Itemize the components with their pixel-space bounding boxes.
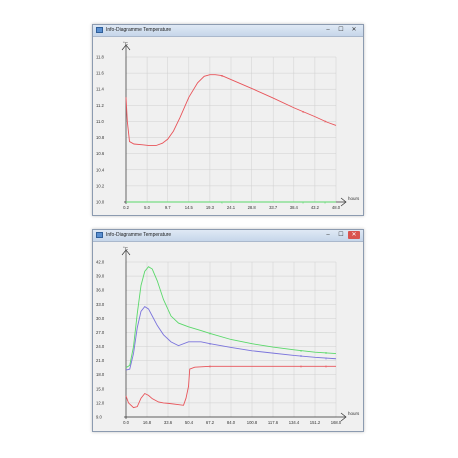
series-marker: x [325,357,327,361]
x-tick-label: 33.6 [164,420,173,425]
y-tick-label: 11.6 [96,71,105,76]
temperature-chart: 0.2 5.0 9.7 14.5 19.3 24.1 28.8 33.7 38.4 43.2 48.… [96,41,360,210]
x-tick-label: 134.4 [289,420,300,425]
y-tick-label: 11.4 [96,87,105,92]
series-marker: x [302,200,304,204]
series-marker: x [209,342,211,346]
minimize-button[interactable]: – [326,232,330,238]
x-tick-label: 48.0 [332,205,341,210]
close-button[interactable]: ✕ [351,27,357,33]
x-tick-label: 5.0 [144,205,150,210]
close-button[interactable]: ✕ [348,231,360,239]
series-marker: x [300,354,302,358]
series-marker: x [325,365,327,369]
y-tick-label: 11.0 [96,119,105,124]
x-tick-label: 19.3 [206,205,215,210]
series-marker: x [324,200,326,204]
y-tick-label: 12.0 [96,400,105,405]
y-tick-label: 33.0 [96,302,105,307]
y-tick-label: 27.0 [96,330,105,335]
app-icon [96,232,103,238]
temperature-window-1: Info-Diagramme Temperature – ☐ ✕ 0.2 5.0 9… [92,24,364,216]
x-tick-label: 67.2 [206,420,215,425]
y-tick-label: 24.0 [96,344,105,349]
y-axis-arrow [121,44,131,51]
series-line-2 [125,306,337,371]
x-tick-label: 100.8 [247,420,258,425]
y-tick-label: 10.4 [96,167,105,172]
y-tick-label: 10.2 [96,183,105,188]
x-tick-label: 151.2 [310,420,321,425]
series-line-1 [125,266,337,369]
y-tick-label: 11.2 [96,103,105,108]
y-tick-label: 11.8 [96,55,105,60]
series-marker: x [221,200,223,204]
series-marker: x [324,120,326,124]
title-bar[interactable]: Info-Diagramme Temperature – ☐ ✕ [93,230,363,242]
x-tick-label: 28.8 [248,205,257,210]
y-tick-label: 30.0 [96,316,105,321]
window-title: Info-Diagramme Temperature [106,232,172,238]
x-tick-label: 84.0 [227,420,236,425]
x-tick-label: 168.0 [331,420,342,425]
x-tick-label: 43.2 [311,205,320,210]
x-tick-label: 9.7 [165,205,171,210]
y-tick-label: 39.0 [96,274,105,279]
series-marker: x [300,349,302,353]
y-tick-label: 10.6 [96,151,105,156]
x-tick-label: 16.8 [143,420,152,425]
app-icon [96,27,103,33]
x-tick-label: 38.4 [290,205,299,210]
series-line-1 [125,74,337,147]
y-tick-label: 18.0 [96,372,105,377]
x-tick-label: 0.2 [123,205,129,210]
y-tick-label: 9.0 [96,415,102,420]
window-title: Info-Diagramme Temperature [106,27,172,33]
y-tick-label: 15.0 [96,386,105,391]
title-bar[interactable]: Info-Diagramme Temperature – ☐ ✕ [93,25,363,37]
x-axis-label: hours [348,411,360,416]
y-tick-label: 36.0 [96,288,105,293]
x-axis-label: hours [348,196,360,201]
y-axis-arrow [121,249,131,256]
y-axis-label: °C [123,246,129,251]
y-tick-label: 10.0 [96,200,105,205]
series-marker: x [209,332,211,336]
x-axis-arrow [340,197,347,207]
temperature-chart: 0.0 16.8 33.6 50.4 67.2 84.0 100.8 117.6 134.4 15… [96,246,360,425]
x-tick-label: 14.5 [185,205,194,210]
series-marker: x [325,351,327,355]
maximize-button[interactable]: ☐ [338,232,344,238]
x-axis-arrow [340,412,347,422]
minimize-button[interactable]: – [326,27,330,33]
temperature-window-2: Info-Diagramme Temperature – ☐ ✕ 0.0 16.8… [92,229,364,432]
x-tick-label: 117.6 [268,420,279,425]
maximize-button[interactable]: ☐ [338,27,344,33]
x-tick-label: 24.1 [227,205,236,210]
series-line-3 [125,365,336,409]
y-tick-label: 10.8 [96,135,105,140]
series-marker: x [302,110,304,114]
series-marker: x [300,365,302,369]
x-tick-label: 0.0 [123,420,129,425]
y-tick-label: 21.0 [96,358,105,363]
y-axis-label: °C [123,41,129,46]
x-tick-label: 50.4 [185,420,194,425]
x-tick-label: 33.7 [269,205,278,210]
series-marker: x [209,365,211,369]
series-marker: x [221,74,223,78]
y-tick-label: 42.0 [96,260,105,265]
